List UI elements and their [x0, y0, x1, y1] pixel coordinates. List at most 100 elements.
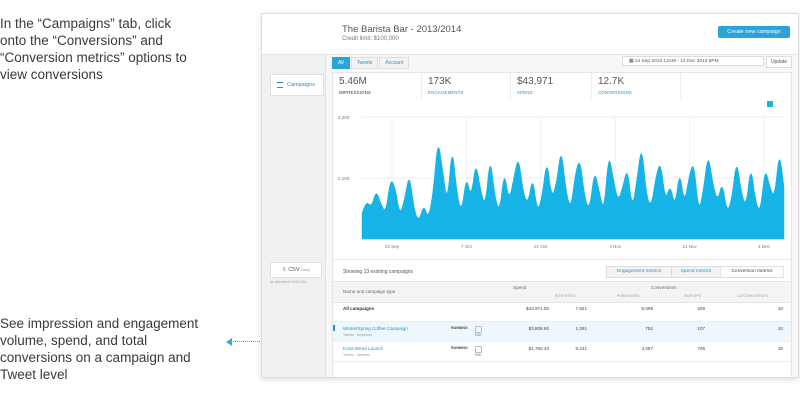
x-tick-label: 4 Nov: [609, 244, 622, 249]
purchases-value: 5,098: [641, 306, 654, 311]
column-header-spend: Spend: [513, 285, 527, 290]
csv-label: CSV: [288, 267, 300, 273]
callout-arrow-icon: [226, 338, 232, 346]
spend-value: $43,971.03: [526, 306, 549, 311]
metric-value: 12.7K: [598, 76, 625, 87]
instruction-note-bottom: See impression and engagement volume, sp…: [0, 315, 198, 383]
legend-swatch[interactable]: [767, 101, 773, 107]
sidebar-item-label: Campaigns: [287, 82, 315, 88]
create-campaign-button[interactable]: Create new campaign: [718, 26, 790, 38]
campaign-name-link[interactable]: Winter/Spring Coffee Campaign: [343, 326, 408, 331]
edit-link[interactable]: Edit: [475, 333, 482, 337]
custom-events-value: 15: [777, 346, 783, 351]
status-badge: RUNNING: [451, 346, 468, 350]
metric-value: $43,971: [517, 76, 554, 87]
credit-limit: Credit limit: $100,000: [342, 36, 399, 42]
sign-ups-value: 107: [697, 326, 705, 331]
metric-engagements[interactable]: 173K ENGAGEMENTS: [422, 73, 510, 100]
spend-value: $1,760.42: [528, 346, 549, 351]
csv-note: as described 10/20 Oct: [270, 280, 306, 284]
csv-export-button[interactable]: ⇩ CSV Daily: [270, 262, 322, 278]
table-row[interactable]: Winter/Spring Coffee Campaign Tweets · K…: [333, 322, 791, 342]
gear-icon[interactable]: [475, 326, 482, 333]
filter-tabs: All Tweets Account: [332, 57, 410, 69]
y-tick-label: 4,200: [338, 115, 350, 120]
note-line: volume, spend, and total: [0, 333, 148, 348]
column-header-site-visits: SITE VISITS: [555, 294, 576, 298]
column-header-custom-events: CUSTOM EVENTS: [737, 294, 768, 298]
tab-tweets[interactable]: Tweets: [350, 57, 379, 69]
campaign-name-link[interactable]: Kona Blend Launch: [343, 346, 384, 351]
x-tick-label: 21 Oct: [534, 244, 548, 249]
metric-value: 173K: [428, 76, 452, 87]
tab-account[interactable]: Account: [379, 57, 410, 69]
segment-spend-metrics[interactable]: Spend metrics: [671, 266, 721, 278]
column-header-sign-ups: SIGN UPS: [684, 294, 702, 298]
spend-value: $3,808.80: [528, 326, 549, 331]
divider: [421, 73, 422, 100]
table-row[interactable]: All campaigns $43,971.03 7,821 5,098 209…: [333, 302, 791, 322]
calendar-icon: ▦: [629, 59, 635, 64]
note-line: onto the “Conversions” and: [0, 33, 163, 48]
note-line: Tweet level: [0, 367, 68, 382]
csv-frequency: Daily: [301, 267, 310, 272]
metric-conversions[interactable]: 12.7K CONVERSIONS: [592, 73, 680, 100]
metric-value: 5.46M: [339, 76, 367, 87]
impressions-chart: 4,200 2,100 23 Sep 7 Oct 21 Oct 4 Nov 21 Nov 4 …: [338, 115, 785, 249]
table-row[interactable]: Kona Blend Launch Tweets · Interests RUN…: [333, 342, 791, 362]
purchases-value: 4,087: [641, 346, 654, 351]
sidebar-item-campaigns[interactable]: Campaigns: [270, 74, 324, 96]
column-header-purchases: PURCHASES: [617, 294, 640, 298]
x-tick-label: 4 Dec: [758, 244, 771, 249]
column-header-conversions: Conversions: [651, 285, 677, 290]
list-icon: [277, 81, 283, 88]
custom-events-value: 10: [777, 306, 783, 311]
metric-spend[interactable]: $43,971 SPEND: [511, 73, 591, 100]
sidebar: Campaigns ⇩ CSV Daily as described 10/20…: [262, 55, 326, 377]
gear-icon[interactable]: [475, 346, 482, 353]
metric-impressions[interactable]: 5.46M IMPRESSIONS: [333, 73, 421, 102]
sign-ups-value: 209: [697, 306, 705, 311]
note-line: See impression and engagement: [0, 316, 199, 331]
tab-all[interactable]: All: [332, 57, 350, 69]
metric-label: IMPRESSIONS: [339, 90, 372, 95]
impressions-area-series: [361, 147, 785, 240]
site-visits-value: 1,091: [575, 326, 588, 331]
date-range-text: 14 Sep 2013 12AM - 12 Dec 2013 6PM: [634, 59, 719, 64]
metric-label: ENGAGEMENTS: [428, 90, 464, 95]
note-line: In the “Campaigns” tab, click: [0, 16, 172, 31]
x-tick-label: 21 Nov: [682, 244, 697, 249]
campaign-name: All campaigns: [343, 306, 375, 311]
segment-conversion-metrics[interactable]: Conversion metrics: [720, 266, 784, 278]
date-range-picker[interactable]: ▦ 14 Sep 2013 12AM - 12 Dec 2013 6PM: [622, 56, 764, 66]
site-visits-value: 7,821: [575, 306, 588, 311]
download-icon: ⇩: [282, 267, 289, 273]
segment-engagement-metrics[interactable]: Engagement metrics: [606, 266, 672, 278]
note-line: “Conversion metrics” options to: [0, 50, 187, 65]
custom-events-value: 10: [777, 326, 783, 331]
instruction-note-top: In the “Campaigns” tab, click onto the “…: [0, 15, 187, 83]
status-badge: RUNNING: [451, 326, 468, 330]
sign-ups-value: 706: [697, 346, 705, 351]
column-header-name: Name and campaign type: [343, 289, 396, 294]
metric-label: SPEND: [517, 90, 533, 95]
dashboard-window: The Barista Bar - 2013/2014 Credit limit…: [261, 13, 799, 378]
site-visits-value: 6,231: [575, 346, 588, 351]
note-line: conversions on a campaign and: [0, 350, 191, 365]
row-selection-marker: [333, 325, 335, 331]
campaign-table: Showing 13 existing campaigns Engagement…: [332, 259, 792, 377]
x-tick-label: 23 Sep: [385, 244, 400, 249]
metric-bar: 5.46M IMPRESSIONS 173K ENGAGEMENTS $43,9…: [332, 72, 792, 102]
divider: [510, 73, 511, 100]
campaign-type: Tweets · Keywords: [343, 333, 372, 337]
y-tick-label: 2,100: [338, 176, 350, 181]
campaign-count: Showing 13 existing campaigns: [343, 269, 414, 275]
table-header: Name and campaign type Spend Conversions…: [333, 281, 791, 303]
edit-link[interactable]: Edit: [475, 353, 482, 357]
divider: [680, 73, 681, 100]
divider: [591, 73, 592, 100]
update-button[interactable]: Update: [766, 56, 792, 68]
account-title: The Barista Bar - 2013/2014: [342, 24, 462, 35]
campaign-type: Tweets · Interests: [343, 353, 370, 357]
note-line: view conversions: [0, 67, 103, 82]
